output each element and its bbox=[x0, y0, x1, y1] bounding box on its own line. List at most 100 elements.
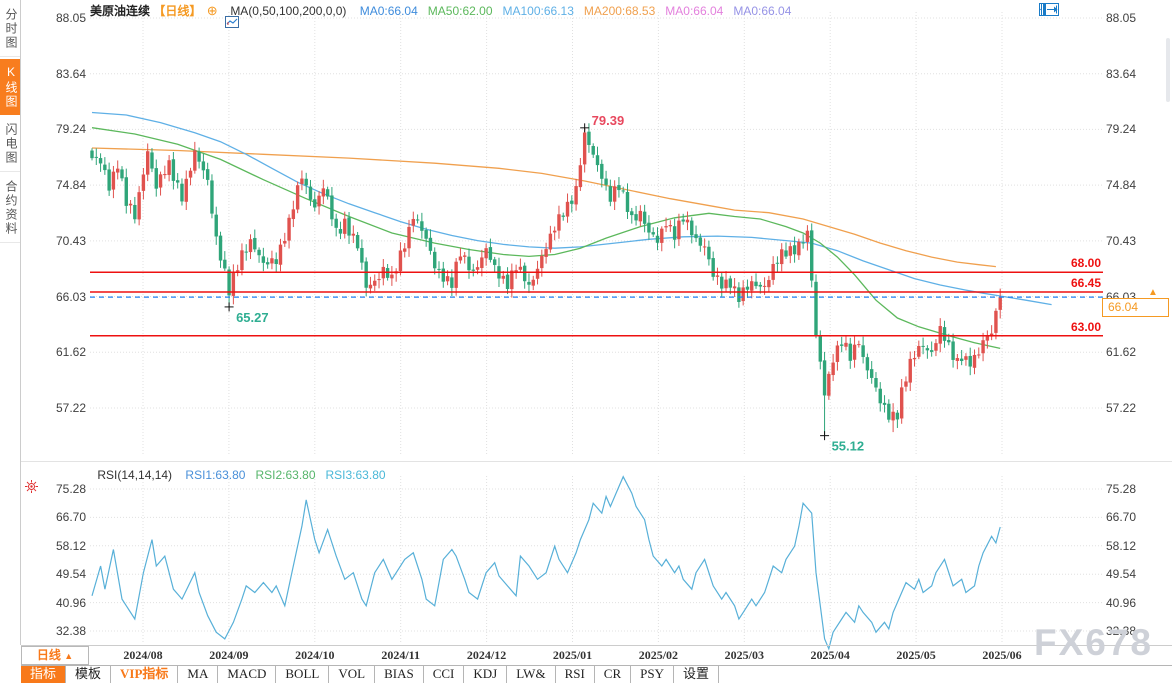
price-label-left: 83.64 bbox=[55, 66, 86, 81]
ma-values: MA0:66.04 MA50:62.00 MA100:66.13 MA200:68.5… bbox=[350, 4, 792, 18]
ma-value-label: MA0:66.04 bbox=[733, 4, 792, 18]
price-label-right: 83.64 bbox=[1106, 66, 1137, 81]
price-label-left: 79.24 bbox=[55, 122, 86, 137]
price-label-right: 61.62 bbox=[1106, 345, 1137, 360]
indicator-tab-KDJ[interactable]: KDJ bbox=[464, 666, 508, 683]
ma-value-label: MA200:68.53 bbox=[583, 4, 656, 18]
rsi-chart[interactable] bbox=[90, 466, 1104, 651]
time-label: 2025/05 bbox=[896, 648, 936, 662]
rsi-value-label: RSI3:63.80 bbox=[325, 468, 386, 482]
rsi-title: RSI(14,14,14) bbox=[97, 468, 173, 482]
ma-value-label: MA0:66.04 bbox=[359, 4, 418, 18]
time-label: 2025/03 bbox=[724, 648, 764, 662]
price-label-left: 57.22 bbox=[55, 400, 86, 415]
indicator-tab-CR[interactable]: CR bbox=[595, 666, 632, 683]
price-label-left: 88.05 bbox=[55, 11, 86, 25]
time-label: 2025/01 bbox=[552, 648, 593, 662]
indicator-tab-MA[interactable]: MA bbox=[178, 666, 219, 683]
rsi-label-right: 32.38 bbox=[1106, 624, 1137, 638]
period-arrow-icon: ▲ bbox=[64, 651, 74, 661]
rsi-label-left: 75.28 bbox=[55, 482, 86, 496]
indicator-tab-模板[interactable]: 模板 bbox=[66, 666, 112, 683]
rsi-label-right: 75.28 bbox=[1106, 482, 1137, 496]
add-indicator-icon[interactable]: ⊕ bbox=[206, 3, 218, 18]
sidebar-tab-3[interactable]: 闪电图 bbox=[0, 117, 20, 172]
pane-divider bbox=[21, 461, 1172, 462]
rsi-value-label: RSI2:63.80 bbox=[255, 468, 316, 482]
toolbar-filler bbox=[719, 666, 1172, 683]
rsi-value-label: RSI1:63.80 bbox=[185, 468, 246, 482]
time-label: 2024/10 bbox=[295, 648, 335, 662]
rsi-values: RSI1:63.80 RSI2:63.80 RSI3:63.80 bbox=[175, 468, 385, 482]
price-up-arrow-icon: ▲ bbox=[1148, 287, 1158, 299]
time-label: 2024/09 bbox=[209, 648, 249, 662]
sidebar-tab-2[interactable]: K线图 bbox=[0, 59, 20, 115]
rsi-label-right: 49.54 bbox=[1106, 567, 1137, 582]
rsi-label-left: 49.54 bbox=[55, 567, 86, 582]
indicator-tab-MACD[interactable]: MACD bbox=[218, 666, 277, 683]
indicator-tab-BOLL[interactable]: BOLL bbox=[276, 666, 330, 683]
rsi-label-left: 58.12 bbox=[55, 538, 86, 553]
ma-line-MA50 bbox=[91, 127, 1001, 350]
scrollbar-thumb[interactable] bbox=[1166, 38, 1170, 102]
ma-line-MA100 bbox=[91, 111, 1052, 306]
ma-line-MA200 bbox=[91, 147, 996, 268]
rsi-line bbox=[91, 475, 1001, 651]
period-label: 日线 bbox=[36, 648, 61, 662]
price-label-right: 74.84 bbox=[1106, 178, 1137, 193]
ma-value-label: MA100:66.13 bbox=[502, 4, 574, 18]
indicator-tab-PSY[interactable]: PSY bbox=[631, 666, 674, 683]
rsi-label-left: 32.38 bbox=[55, 624, 86, 638]
indicator-tab-VOL[interactable]: VOL bbox=[329, 666, 376, 683]
price-label-right: 57.22 bbox=[1106, 400, 1137, 415]
left-tab-strip: 分时图 K线图 闪电图 合约资料 bbox=[0, 0, 21, 645]
time-label: 2025/04 bbox=[810, 648, 850, 662]
ma-value-label: MA0:66.04 bbox=[665, 4, 724, 18]
indicator-tab-LW&[interactable]: LW& bbox=[507, 666, 556, 683]
price-label-left: 74.84 bbox=[55, 178, 86, 193]
indicator-tab-CCI[interactable]: CCI bbox=[424, 666, 465, 683]
price-label-right: 79.24 bbox=[1106, 122, 1137, 137]
candlestick-chart[interactable]: 79.39 65.27 55.12 bbox=[90, 8, 1104, 460]
rsi-label-right: 58.12 bbox=[1106, 538, 1137, 553]
rsi-label-right: 40.96 bbox=[1106, 595, 1137, 610]
symbol-title: 美原油连续 bbox=[90, 4, 151, 18]
price-label-right: 88.05 bbox=[1106, 11, 1137, 25]
time-label: 2024/11 bbox=[381, 648, 421, 662]
time-label: 2024/08 bbox=[123, 648, 163, 662]
time-label: 2024/12 bbox=[466, 648, 507, 662]
period-tag[interactable]: 【日线】 bbox=[153, 4, 202, 18]
chart-toolbar-icons bbox=[1039, 3, 1059, 21]
rsi-label-right: 66.70 bbox=[1106, 510, 1137, 525]
chart-header: 美原油连续 【日线】 ⊕ MA(0,50,100,200,0,0) MA0:66… bbox=[90, 2, 792, 28]
indicator-tab-VIP指标[interactable]: VIP指标 bbox=[111, 666, 179, 683]
price-label-left: 66.03 bbox=[55, 289, 86, 304]
indicator-tab-指标[interactable]: 指标 bbox=[21, 666, 67, 683]
sidebar-tab-1[interactable]: 分时图 bbox=[0, 2, 20, 57]
price-label-left: 70.43 bbox=[55, 233, 86, 248]
price-label-right: 70.43 bbox=[1106, 233, 1137, 248]
indicator-tab-RSI[interactable]: RSI bbox=[556, 666, 595, 683]
time-label: 2025/06 bbox=[982, 648, 1022, 662]
indicator-toolbar: 指标 模板 VIP指标 MA MACD BOLL VOL BIAS CCI KDJ LW& RSI CR… bbox=[21, 665, 1172, 683]
current-price-box: 66.04 bbox=[1102, 298, 1169, 318]
ma-value-label: MA50:62.00 bbox=[427, 4, 493, 18]
line-price-label: 66.45 bbox=[1070, 275, 1101, 290]
rsi-header: RSI(14,14,14) RSI1:63.80 RSI2:63.80 RSI3:6… bbox=[24, 468, 386, 493]
rsi-label-left: 66.70 bbox=[55, 510, 86, 525]
time-axis-divider bbox=[21, 645, 1172, 646]
line-price-label: 68.00 bbox=[1070, 256, 1101, 271]
extreme-price-annotation: 79.39 bbox=[592, 113, 625, 128]
watermark: FX678 bbox=[1034, 622, 1154, 663]
indicator-tab-设置[interactable]: 设置 bbox=[674, 666, 720, 683]
indicator-tab-BIAS[interactable]: BIAS bbox=[375, 666, 424, 683]
extreme-price-annotation: 65.27 bbox=[236, 310, 269, 325]
time-label: 2025/02 bbox=[638, 648, 679, 662]
sidebar-tab-4[interactable]: 合约资料 bbox=[0, 174, 20, 243]
period-selector[interactable]: 日线 ▲ bbox=[21, 646, 89, 665]
price-label-left: 61.62 bbox=[55, 345, 86, 360]
ma-formula: MA(0,50,100,200,0,0) bbox=[230, 4, 347, 18]
rsi-label-left: 40.96 bbox=[55, 595, 86, 610]
line-price-label: 63.00 bbox=[1070, 319, 1101, 334]
